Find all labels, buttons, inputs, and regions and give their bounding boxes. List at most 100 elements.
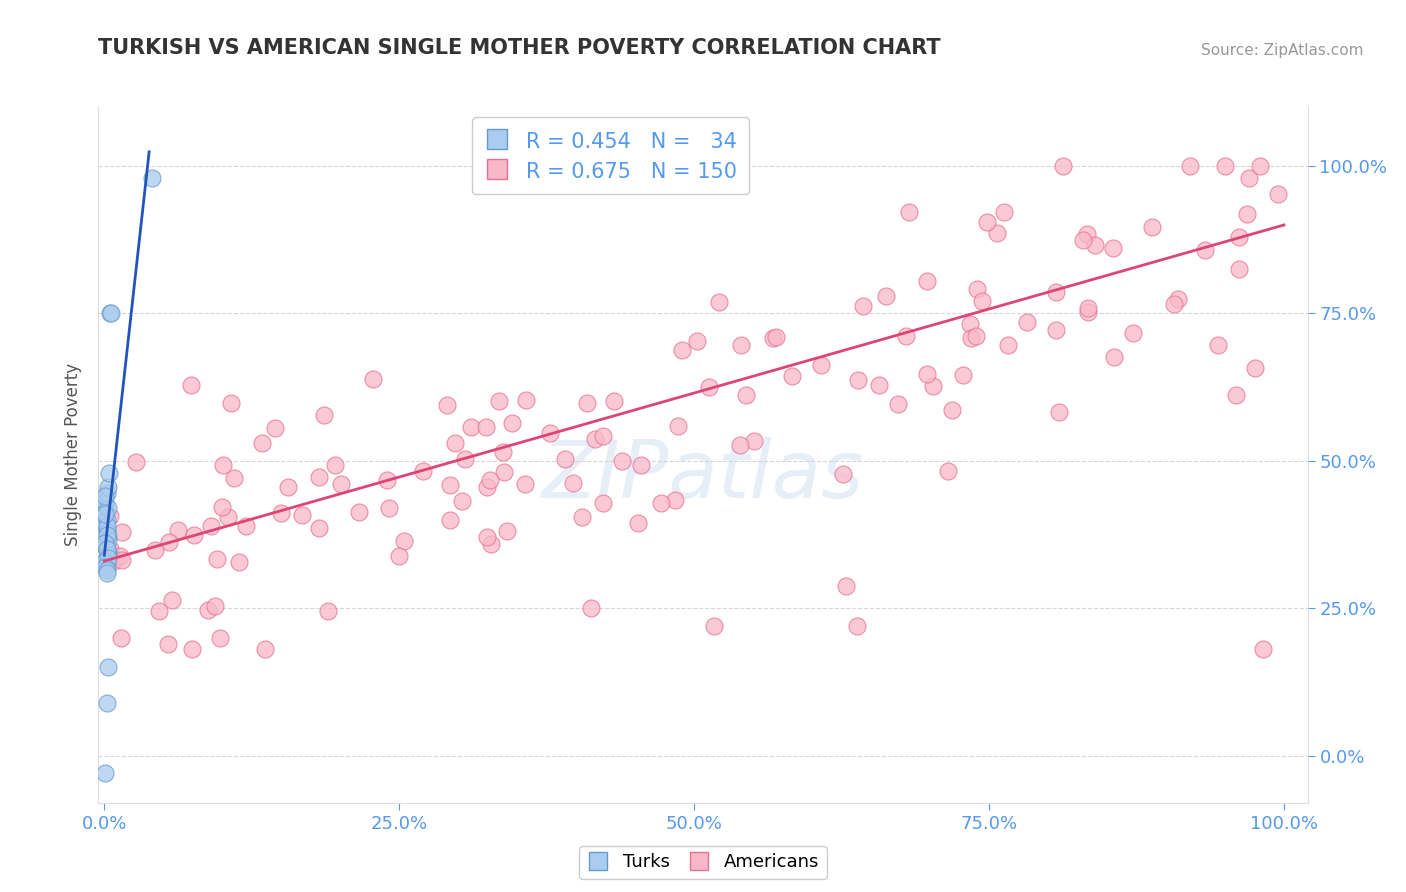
Point bbox=[475, 480, 498, 494]
Point bbox=[110, 632, 132, 646]
Point bbox=[1227, 262, 1250, 277]
Point bbox=[454, 452, 477, 467]
Point bbox=[1251, 642, 1274, 657]
Point bbox=[1076, 227, 1098, 241]
Point bbox=[159, 535, 181, 549]
Point bbox=[917, 274, 939, 288]
Point bbox=[204, 599, 226, 614]
Point bbox=[318, 604, 340, 618]
Point bbox=[308, 521, 330, 535]
Point bbox=[952, 368, 974, 383]
Point bbox=[707, 295, 730, 310]
Point bbox=[851, 299, 873, 313]
Text: TURKISH VS AMERICAN SINGLE MOTHER POVERTY CORRELATION CHART: TURKISH VS AMERICAN SINGLE MOTHER POVERT… bbox=[98, 38, 941, 58]
Point bbox=[143, 542, 166, 557]
Point bbox=[148, 605, 170, 619]
Point bbox=[666, 419, 689, 434]
Point bbox=[1084, 238, 1107, 252]
Point bbox=[922, 379, 945, 393]
Point bbox=[439, 513, 461, 527]
Point bbox=[222, 471, 245, 485]
Point bbox=[986, 227, 1008, 241]
Point bbox=[898, 205, 921, 219]
Point bbox=[96, 542, 118, 557]
Point bbox=[1047, 404, 1070, 418]
Point bbox=[250, 435, 273, 450]
Point bbox=[156, 637, 179, 651]
Point bbox=[1194, 243, 1216, 257]
Point bbox=[936, 464, 959, 478]
Point bbox=[96, 527, 118, 541]
Point bbox=[603, 393, 626, 408]
Point bbox=[308, 470, 330, 484]
Point bbox=[780, 368, 803, 383]
Point bbox=[94, 539, 117, 553]
Point bbox=[501, 416, 523, 430]
Point bbox=[1213, 159, 1236, 173]
Point bbox=[810, 358, 832, 372]
Point bbox=[412, 464, 434, 478]
Point bbox=[444, 435, 467, 450]
Point bbox=[291, 508, 314, 523]
Point bbox=[96, 513, 118, 527]
Point bbox=[98, 466, 121, 480]
Point bbox=[436, 398, 458, 412]
Point bbox=[515, 393, 537, 408]
Point bbox=[475, 420, 498, 434]
Point bbox=[686, 334, 709, 348]
Point bbox=[94, 766, 117, 780]
Point bbox=[1104, 351, 1126, 365]
Point bbox=[141, 170, 163, 185]
Point bbox=[966, 282, 988, 296]
Point bbox=[554, 451, 576, 466]
Point bbox=[97, 551, 120, 566]
Point bbox=[94, 507, 117, 521]
Point bbox=[96, 566, 118, 580]
Point bbox=[181, 642, 204, 657]
Point bbox=[1142, 220, 1164, 235]
Point bbox=[221, 396, 243, 410]
Point bbox=[960, 331, 983, 345]
Point bbox=[834, 579, 856, 593]
Point bbox=[1227, 230, 1250, 244]
Point bbox=[730, 337, 752, 351]
Point bbox=[97, 533, 120, 548]
Point bbox=[1237, 170, 1260, 185]
Point bbox=[997, 338, 1019, 352]
Point bbox=[253, 642, 276, 657]
Point bbox=[167, 523, 190, 537]
Point bbox=[329, 477, 352, 491]
Point bbox=[97, 545, 120, 559]
Point bbox=[941, 402, 963, 417]
Point bbox=[347, 505, 370, 519]
Point bbox=[111, 524, 134, 539]
Point bbox=[875, 289, 897, 303]
Point bbox=[561, 475, 583, 490]
Point bbox=[1249, 159, 1271, 173]
Point bbox=[592, 496, 614, 510]
Point bbox=[98, 542, 121, 557]
Point bbox=[492, 445, 515, 459]
Point bbox=[392, 533, 415, 548]
Point bbox=[831, 467, 853, 482]
Point bbox=[97, 548, 120, 562]
Point bbox=[217, 510, 239, 524]
Point bbox=[96, 524, 118, 539]
Point bbox=[211, 500, 233, 514]
Point bbox=[1077, 301, 1099, 315]
Point bbox=[896, 328, 918, 343]
Point bbox=[96, 696, 118, 710]
Point bbox=[1178, 159, 1201, 173]
Point bbox=[494, 465, 516, 479]
Point bbox=[205, 552, 228, 566]
Point bbox=[488, 393, 510, 408]
Point bbox=[976, 214, 998, 228]
Point bbox=[697, 380, 720, 394]
Point bbox=[735, 388, 758, 402]
Point bbox=[439, 478, 461, 492]
Point bbox=[627, 516, 650, 530]
Point bbox=[94, 489, 117, 503]
Point bbox=[97, 531, 120, 545]
Point bbox=[965, 329, 987, 343]
Point bbox=[762, 331, 785, 345]
